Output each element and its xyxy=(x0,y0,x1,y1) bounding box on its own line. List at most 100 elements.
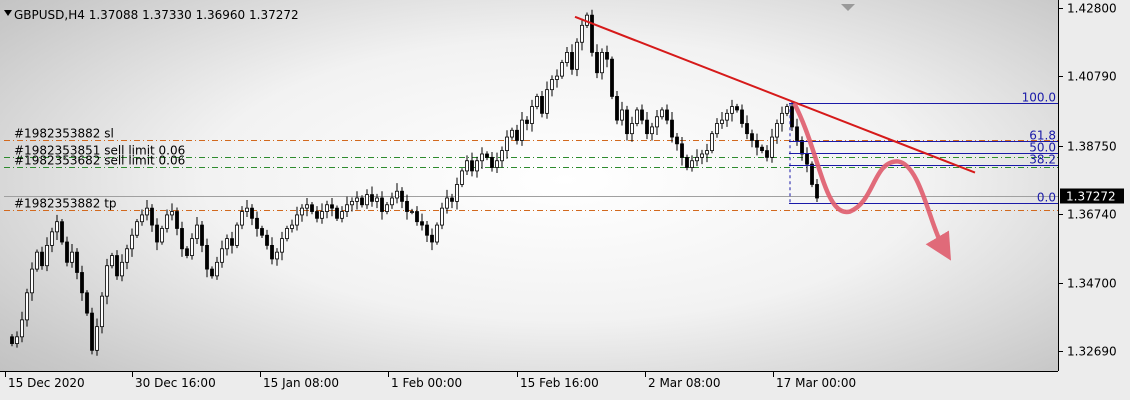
time-tick-label: 2 Mar 08:00 xyxy=(648,376,721,390)
candle xyxy=(145,200,149,221)
candle xyxy=(805,147,809,173)
candle xyxy=(545,81,549,119)
candle xyxy=(195,216,199,245)
candle-body xyxy=(300,207,304,216)
candle xyxy=(220,240,224,268)
candle-body xyxy=(705,150,709,155)
candle xyxy=(265,229,269,250)
candle-body xyxy=(725,112,729,121)
candle-body xyxy=(565,52,569,63)
candle-body xyxy=(330,204,334,209)
candle xyxy=(290,219,294,233)
candle xyxy=(410,208,414,215)
candle xyxy=(470,152,474,177)
candle xyxy=(765,145,769,162)
candle-body xyxy=(520,119,524,141)
candle-body xyxy=(145,207,149,216)
candle-body xyxy=(325,204,329,212)
candle xyxy=(605,45,609,68)
candle xyxy=(475,156,479,178)
candle-body xyxy=(175,211,179,229)
candle xyxy=(720,112,724,129)
candle-body xyxy=(455,184,459,202)
candle xyxy=(670,112,674,143)
candle-body xyxy=(225,238,229,250)
candle-body xyxy=(285,228,289,240)
candle xyxy=(45,237,49,272)
candle-body xyxy=(85,292,89,314)
candle xyxy=(630,116,634,142)
candle xyxy=(35,249,39,272)
candle xyxy=(140,209,144,226)
candle xyxy=(95,318,99,356)
candle-body xyxy=(460,170,464,185)
candle xyxy=(390,192,394,209)
candle-body xyxy=(555,75,559,80)
candle-body xyxy=(15,336,19,344)
candle xyxy=(250,204,254,226)
candle xyxy=(135,218,139,238)
candle-body xyxy=(560,62,564,77)
price-tick-label: 1.42800 xyxy=(1067,2,1117,16)
candle-body xyxy=(715,123,719,135)
candle-body xyxy=(150,207,154,226)
candle-body xyxy=(385,204,389,212)
symbol-menu-icon[interactable] xyxy=(4,10,12,16)
candle xyxy=(420,213,424,231)
candle xyxy=(530,99,534,132)
price-tick-label: 1.40790 xyxy=(1067,70,1117,84)
candle xyxy=(355,191,359,210)
price-tick-label: 1.36740 xyxy=(1067,208,1117,222)
candle xyxy=(55,214,59,240)
candle-body xyxy=(735,106,739,111)
candle xyxy=(50,227,54,253)
candle-body xyxy=(480,153,484,162)
candle-body xyxy=(665,109,669,121)
candle-body xyxy=(450,197,454,202)
candle-body xyxy=(340,211,344,219)
candle xyxy=(745,115,749,140)
candle xyxy=(405,194,409,220)
candle xyxy=(330,197,334,217)
candle-body xyxy=(200,224,204,246)
candle xyxy=(635,107,639,127)
candle-body xyxy=(815,184,819,199)
candle xyxy=(645,112,649,140)
candle-body xyxy=(740,109,744,124)
candle xyxy=(620,101,624,126)
candle-body xyxy=(615,96,619,121)
chart-shift-marker-icon[interactable] xyxy=(841,4,855,11)
price-tick-label: 1.38750 xyxy=(1067,140,1117,154)
candle-body xyxy=(305,204,309,209)
candle xyxy=(700,149,704,165)
candle-body xyxy=(185,248,189,256)
candle-body xyxy=(320,211,324,219)
candle xyxy=(285,225,289,242)
candle-body xyxy=(205,244,209,270)
candle xyxy=(760,144,764,154)
candle xyxy=(360,195,364,208)
time-axis-panel xyxy=(0,371,1130,400)
candle xyxy=(30,262,34,301)
current-price-badge xyxy=(1060,188,1124,204)
candle xyxy=(625,105,629,141)
candle-body xyxy=(745,123,749,135)
candle-body xyxy=(30,268,34,294)
candle-body xyxy=(265,234,269,246)
resistance-trendline[interactable] xyxy=(574,15,976,174)
candle-body xyxy=(290,224,294,229)
candle xyxy=(365,189,369,209)
candle-body xyxy=(545,89,549,114)
candle xyxy=(675,132,679,151)
candle xyxy=(485,151,489,161)
candle xyxy=(75,248,79,280)
candle-body xyxy=(625,109,629,135)
candle-body xyxy=(780,112,784,124)
candle xyxy=(595,44,599,79)
candle xyxy=(455,177,459,210)
candle-body xyxy=(535,96,539,107)
candle-body xyxy=(395,190,399,199)
candle xyxy=(440,202,444,230)
